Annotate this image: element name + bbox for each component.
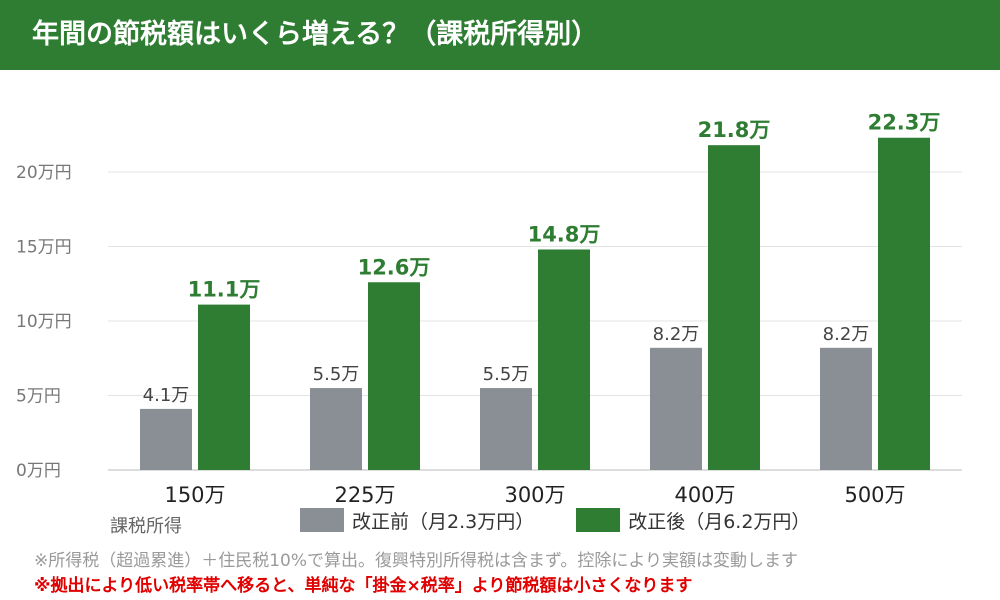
legend-swatch-after <box>576 508 621 532</box>
bar-before <box>650 347 702 470</box>
bar-before <box>310 388 362 470</box>
bar-before <box>140 408 192 470</box>
y-tick-label: 15万円 <box>16 238 72 258</box>
data-label-before: 5.5万 <box>483 364 530 385</box>
bar-after <box>198 304 250 470</box>
footnote-calculation: ※所得税（超過累進）＋住民税10%で算出。復興特別所得税は含まず。控除により実額… <box>34 551 798 571</box>
y-tick-label: 0万円 <box>16 461 61 481</box>
data-label-before: 8.2万 <box>653 324 700 345</box>
chart-title: 年間の節税額はいくら増える？（課税所得別） <box>0 0 1000 70</box>
data-label-before: 4.1万 <box>143 385 190 406</box>
data-label-before: 5.5万 <box>313 364 360 385</box>
x-tick-label: 150万 <box>164 483 225 507</box>
data-label-after: 11.1万 <box>188 278 261 302</box>
bar-chart: 0万円 5万円 10万円 15万円 20万円 4.1万 11.1万 150万 5.5万 12.6万… <box>16 111 962 507</box>
legend-label-before: 改正前（月2.3万円） <box>352 510 535 533</box>
x-tick-label: 400万 <box>674 483 735 507</box>
bar-after <box>878 137 930 470</box>
y-tick-label: 10万円 <box>16 312 72 332</box>
bar-after <box>368 282 420 470</box>
y-tick-label: 5万円 <box>16 387 61 407</box>
legend-swatch-before <box>300 508 344 532</box>
bar-after <box>538 249 590 470</box>
data-label-after: 14.8万 <box>528 222 601 246</box>
data-label-after: 21.8万 <box>698 118 771 142</box>
y-tick-label: 20万円 <box>16 163 72 183</box>
legend-item-after: 改正後（月6.2万円） <box>576 507 810 534</box>
data-label-after: 22.3万 <box>868 111 941 135</box>
footnote-warning: ※拠出により低い税率帯へ移ると、単純な「掛金×税率」より節税額は小さくなります <box>34 576 693 596</box>
x-tick-label: 500万 <box>844 483 905 507</box>
legend-item-before: 改正前（月2.3万円） <box>300 507 534 534</box>
legend: 改正前（月2.3万円） 改正後（月6.2万円） <box>300 506 852 534</box>
bar-before <box>820 347 872 470</box>
data-label-after: 12.6万 <box>358 255 431 279</box>
data-label-before: 8.2万 <box>823 324 870 345</box>
legend-label-after: 改正後（月6.2万円） <box>628 510 811 533</box>
x-axis-label: 課税所得 <box>110 516 182 537</box>
bar-after <box>708 145 760 470</box>
x-tick-label: 300万 <box>504 483 565 507</box>
x-tick-label: 225万 <box>334 483 395 507</box>
bar-before <box>480 388 532 470</box>
